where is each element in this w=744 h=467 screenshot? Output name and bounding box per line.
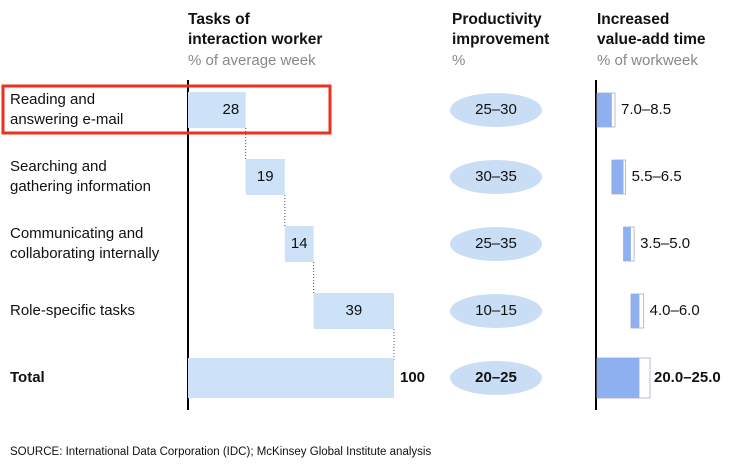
value-label: 39 bbox=[345, 302, 362, 319]
column-header: Productivity bbox=[452, 11, 542, 28]
category-label: answering e-mail bbox=[10, 111, 123, 128]
ellipse bbox=[450, 361, 542, 395]
value-add-bar bbox=[630, 294, 640, 328]
bar bbox=[188, 92, 246, 128]
column-header: Increased bbox=[597, 11, 669, 28]
productivity-label: 10–15 bbox=[475, 302, 517, 319]
category-label: Communicating and bbox=[10, 225, 143, 242]
highlight-box bbox=[1, 84, 332, 135]
bar bbox=[188, 358, 394, 398]
column-subtitle: % bbox=[452, 52, 465, 69]
source-note: SOURCE: International Data Corporation (… bbox=[10, 446, 431, 458]
value-add-bar bbox=[623, 227, 631, 261]
bar bbox=[245, 159, 285, 195]
value-add-bar bbox=[597, 93, 612, 127]
column-subtitle: % of workweek bbox=[597, 52, 698, 69]
value-add-bar bbox=[611, 160, 624, 194]
category-label: collaborating internally bbox=[10, 245, 160, 262]
productivity-label: 25–30 bbox=[475, 101, 517, 118]
value-add-label: 7.0–8.5 bbox=[621, 101, 671, 118]
category-label: Role-specific tasks bbox=[10, 302, 135, 319]
category-label: Searching and bbox=[10, 158, 107, 175]
productivity-label: 30–35 bbox=[475, 168, 517, 185]
column-subtitle: % of average week bbox=[188, 52, 316, 69]
productivity-label: 20–25 bbox=[475, 369, 517, 386]
column-header: value-add time bbox=[597, 31, 706, 48]
value-add-label: 4.0–6.0 bbox=[650, 302, 700, 319]
ellipse bbox=[450, 227, 542, 261]
ellipse bbox=[450, 294, 542, 328]
value-add-label: 5.5–6.5 bbox=[632, 168, 682, 185]
value-add-label: 20.0–25.0 bbox=[654, 369, 721, 386]
value-add-label: 3.5–5.0 bbox=[640, 235, 690, 252]
value-label: 28 bbox=[222, 101, 239, 118]
column-header: improvement bbox=[452, 31, 549, 48]
value-add-bar bbox=[597, 358, 640, 398]
category-label: Reading and bbox=[10, 91, 95, 108]
value-label: 14 bbox=[291, 235, 308, 252]
bar bbox=[284, 226, 314, 262]
category-label: gathering information bbox=[10, 178, 151, 195]
category-label: Total bbox=[10, 369, 45, 386]
productivity-label: 25–35 bbox=[475, 235, 517, 252]
value-label: 19 bbox=[257, 168, 274, 185]
value-label: 100 bbox=[400, 369, 425, 386]
ellipse bbox=[450, 93, 542, 127]
ellipse bbox=[450, 160, 542, 194]
column-header: Tasks of bbox=[188, 11, 251, 28]
bar bbox=[313, 293, 394, 329]
column-header: interaction worker bbox=[188, 31, 322, 48]
